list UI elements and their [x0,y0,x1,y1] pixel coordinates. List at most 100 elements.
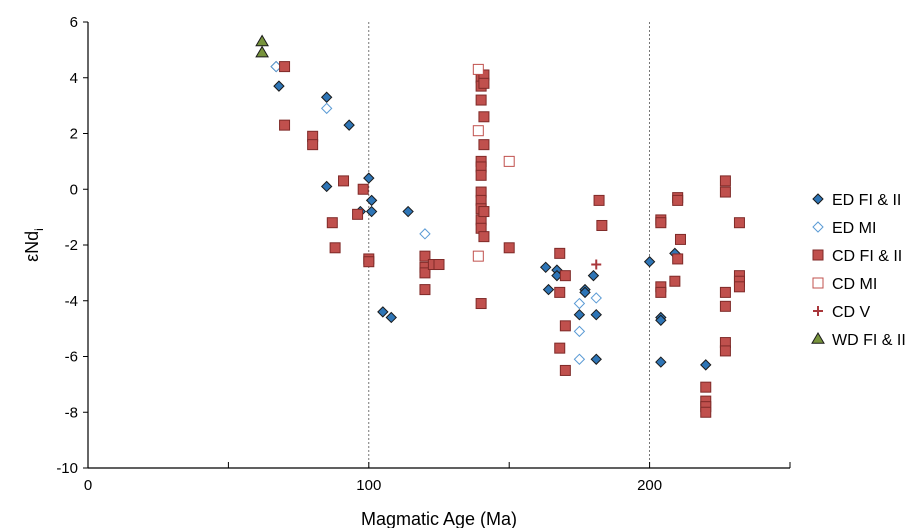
data-point [343,119,355,131]
data-point [419,284,431,296]
data-point [672,253,684,265]
data-point [719,175,731,187]
data-point [655,217,667,229]
data-point [273,80,285,92]
legend-label: ED MI [832,220,876,237]
data-points [255,34,745,418]
data-point [478,206,490,218]
data-point [719,186,731,198]
tick-labels: -10 -8 -6 -4 -2 0 2 4 6 0 100 200 [56,14,662,494]
data-point [472,125,484,137]
legend-label: CD V [832,304,871,321]
data-point [591,259,602,270]
data-point [377,306,389,318]
legend-label: CD MI [832,276,877,293]
data-point [674,233,686,245]
series-2 [279,61,745,418]
data-point [554,342,566,354]
y-tick-label: 2 [70,126,78,143]
data-point [559,320,571,332]
data-point [478,139,490,151]
data-point [402,205,414,218]
data-point [669,275,681,287]
y-tick-label: -6 [65,349,78,366]
y-tick-label: 0 [70,181,78,198]
y-tick-label: -4 [65,293,78,310]
data-point [279,119,291,131]
data-point [596,219,608,231]
data-point [255,45,269,58]
data-point [255,34,269,47]
data-point [573,325,586,338]
data-point [573,353,586,365]
data-point [655,356,667,368]
data-point [503,242,515,254]
data-point [719,300,731,312]
x-tick-label: 200 [637,477,662,494]
data-point [320,180,333,193]
x-axis-title: Magmatic Age (Ma) [361,509,517,528]
legend-label: WD FI & II [832,332,906,349]
legend-marker [812,277,824,289]
data-point [475,298,487,310]
y-tick-label: 6 [70,14,78,31]
data-point [475,169,487,181]
data-point [419,267,431,279]
data-point [573,308,586,321]
legend-marker [813,306,823,316]
data-point [542,283,555,296]
legend-marker [812,193,824,205]
data-point [472,63,484,75]
data-point [539,261,552,274]
x-tick-label: 0 [84,477,92,494]
data-point [554,247,566,259]
data-point [363,256,375,268]
data-point [579,286,591,299]
legend-label: CD FI & II [832,248,902,265]
data-point [478,231,490,243]
data-point [320,102,333,115]
series-4 [591,259,602,270]
data-point [363,172,375,184]
axes [83,21,791,469]
y-tick-label: -8 [65,404,78,421]
data-point [590,353,602,365]
data-point [700,359,712,371]
data-point [365,205,378,218]
data-point [320,91,333,103]
data-point [279,61,291,73]
data-point [419,228,431,240]
data-point [307,139,319,151]
series-1 [270,60,602,365]
data-point [590,292,602,304]
data-point [503,155,515,167]
legend-marker [812,249,824,261]
data-point [472,250,484,262]
data-point [590,308,602,321]
data-point [643,256,656,268]
data-point [559,364,571,376]
y-tick-label: -2 [65,237,78,254]
data-point [593,194,605,206]
y-axis-title-main: εNd [22,231,42,262]
data-point [672,194,684,206]
series-5 [255,34,269,58]
y-tick-label: -10 [56,460,78,477]
data-point [478,111,490,123]
data-point [719,345,731,357]
y-axis-title-subscript: i [32,228,46,231]
data-point [352,208,364,220]
data-point [475,94,487,106]
data-point [733,281,745,293]
legend-label: ED FI & II [832,192,901,209]
data-point [478,77,490,89]
data-point [419,250,431,262]
data-point [700,406,712,418]
data-point [433,259,445,271]
y-tick-label: 4 [70,70,78,87]
data-point [385,311,397,324]
series-0 [270,60,712,371]
legend: ED FI & II ED MI CD FI & II CD MI CD V WD FI … [811,192,906,349]
x-tick-label: 100 [356,477,381,494]
